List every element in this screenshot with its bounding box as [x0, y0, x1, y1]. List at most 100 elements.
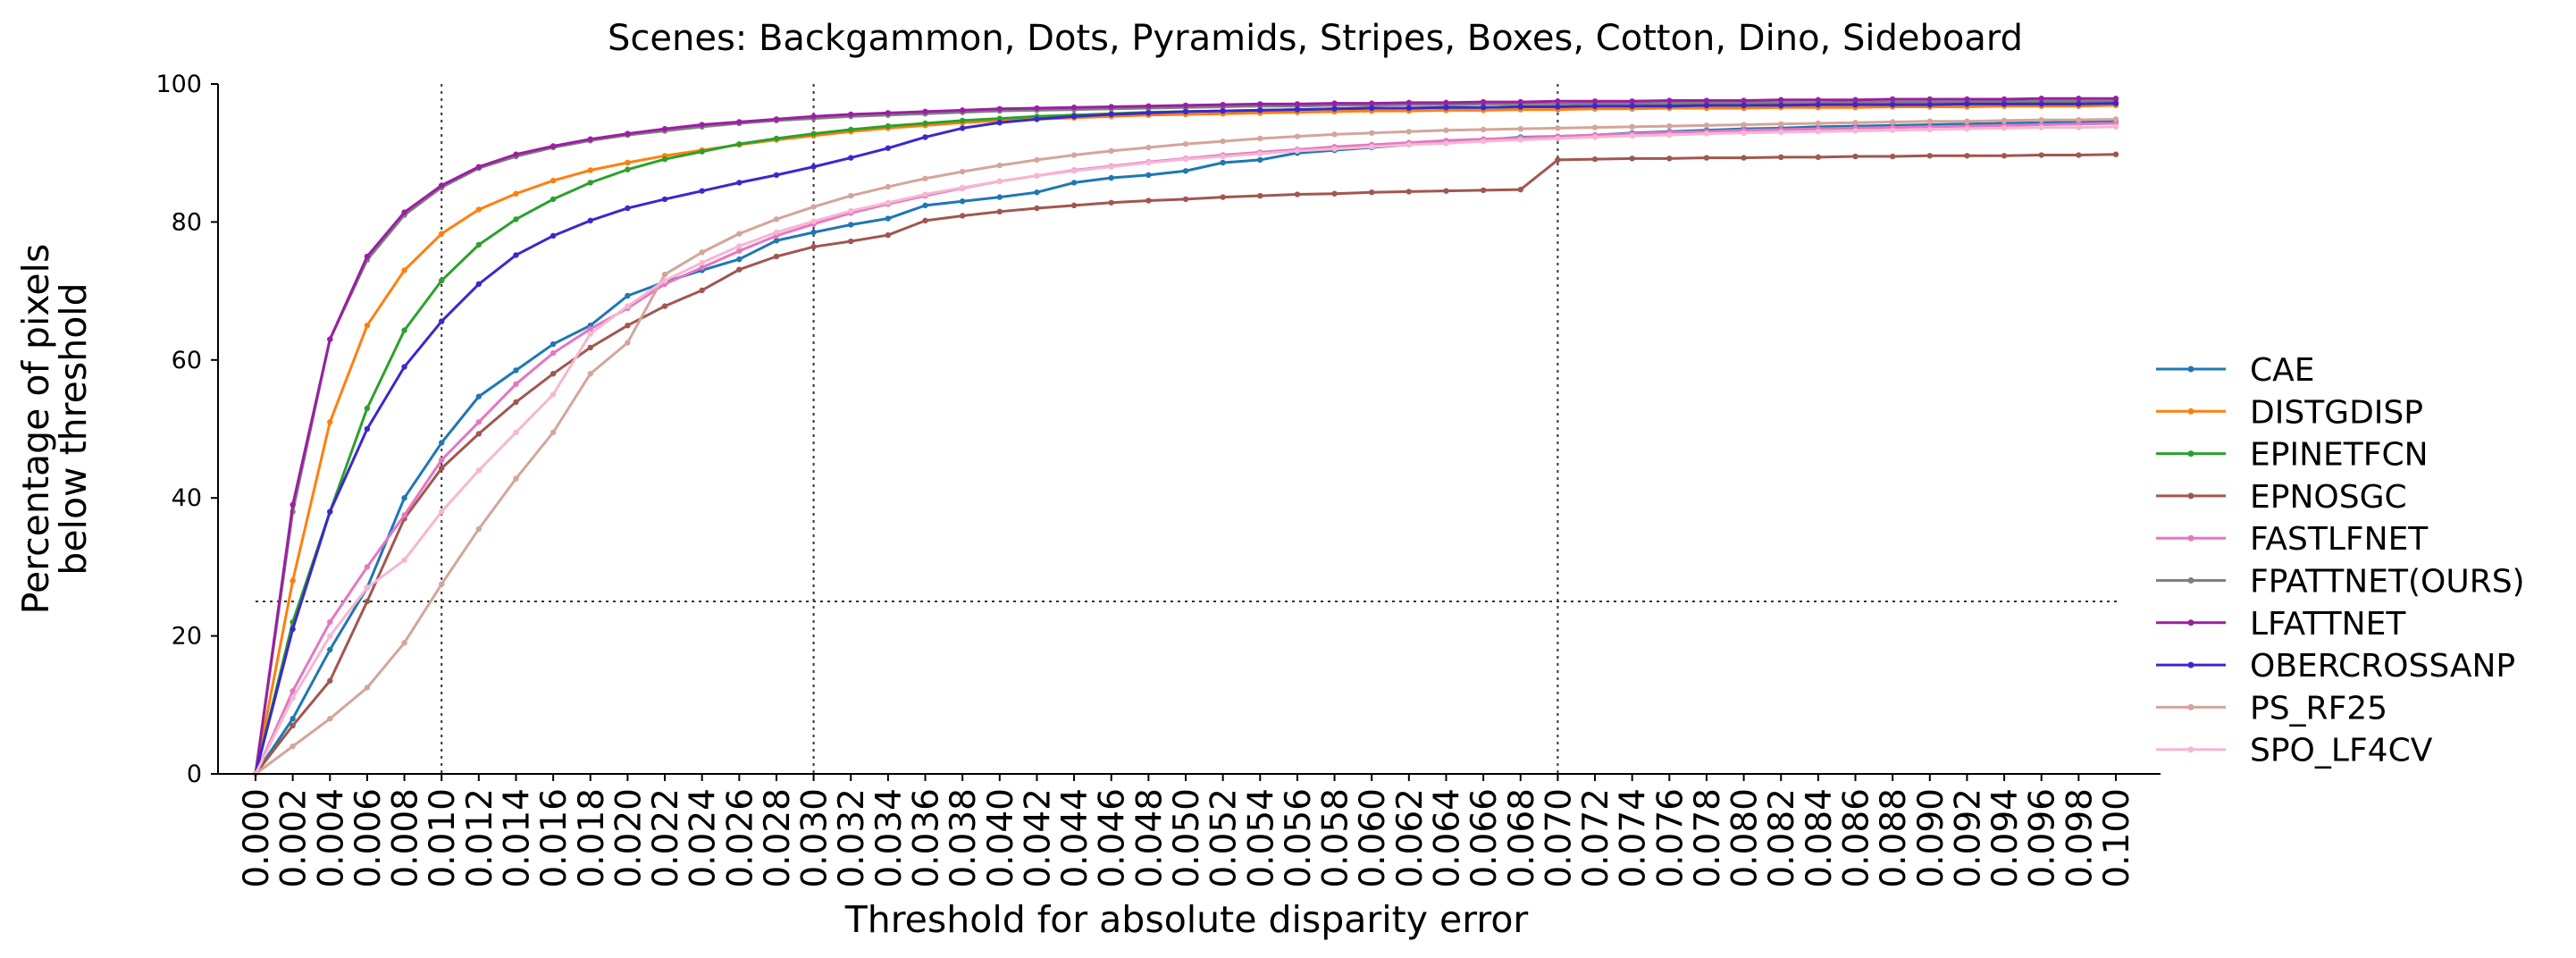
x-tick-label: 0.094 [1985, 788, 2026, 888]
data-point-epnosgc [289, 722, 296, 729]
series-distgdisp [252, 102, 2119, 777]
data-point-obercrossanp [810, 164, 817, 170]
data-point-lfattnet [1257, 101, 1263, 107]
data-point-ps-rf25 [550, 429, 557, 436]
data-point-epnosgc [2038, 152, 2044, 158]
data-point-obercrossanp [1629, 103, 1635, 109]
data-point-epnosgc [2076, 152, 2082, 158]
data-point-epnosgc [1815, 154, 1822, 161]
data-point-spo-lf4cv [1108, 164, 1114, 170]
legend-marker [2187, 492, 2194, 500]
data-point-obercrossanp [1294, 106, 1301, 113]
data-point-lfattnet [1555, 98, 1561, 105]
data-point-epnosgc [773, 253, 780, 260]
data-point-obercrossanp [625, 205, 631, 212]
x-tick-label: 0.060 [1353, 788, 1393, 888]
data-point-epinetfcn [736, 140, 743, 147]
legend-label: EPINETFCN [2250, 437, 2429, 474]
data-point-spo-lf4cv [1703, 130, 1710, 137]
data-point-epnosgc [1443, 188, 1449, 194]
data-point-obercrossanp [1555, 104, 1561, 110]
data-point-epinetfcn [996, 115, 1003, 122]
data-point-ps-rf25 [1331, 131, 1338, 138]
data-point-lfattnet [2001, 96, 2008, 103]
series-line-ps-rf25 [255, 117, 2117, 776]
x-tick-label: 0.082 [1762, 788, 1802, 888]
data-point-spo-lf4cv [1517, 137, 1523, 143]
data-point-spo-lf4cv [1778, 129, 1784, 136]
data-point-obercrossanp [439, 318, 445, 324]
legend-label: CAE [2250, 352, 2315, 389]
data-point-obercrossanp [1070, 113, 1078, 120]
data-point-obercrossanp [1591, 103, 1598, 109]
data-point-lfattnet [1034, 105, 1040, 112]
data-point-ps-rf25 [1405, 129, 1413, 135]
x-tick-label: 0.020 [608, 788, 649, 888]
data-point-obercrossanp [1889, 101, 1896, 108]
y-axis-label-line-1: Percentage of pixels [14, 244, 57, 615]
x-tick-label: 0.012 [460, 788, 500, 888]
y-axis-ticks: 0 20 40 60 80 100 [155, 71, 218, 788]
x-tick-label: 0.024 [684, 788, 724, 888]
data-point-epinetfcn [513, 216, 519, 223]
data-point-spo-lf4cv [1480, 138, 1487, 145]
data-point-ps-rf25 [922, 175, 928, 181]
data-point-epinetfcn [587, 180, 593, 186]
data-point-ps-rf25 [364, 685, 371, 691]
data-point-epnosgc [1666, 155, 1673, 162]
legend-label: SPO_LF4CV [2250, 733, 2433, 769]
data-point-ps-rf25 [1964, 118, 1970, 124]
data-point-epinetfcn [848, 126, 854, 133]
legend-label: EPNOSGC [2250, 479, 2407, 516]
data-point-epnosgc [364, 598, 371, 605]
data-point-spo-lf4cv [327, 633, 333, 639]
legend-item: OBERCROSSANP [2156, 648, 2515, 685]
data-point-epnosgc [1555, 156, 1561, 164]
data-point-ps-rf25 [587, 371, 593, 377]
data-point-ps-rf25 [699, 249, 705, 256]
x-tick-label: 0.032 [832, 788, 872, 888]
data-point-lfattnet [661, 125, 668, 132]
legend-label: FASTLFNET [2250, 521, 2429, 558]
data-point-spo-lf4cv [922, 191, 928, 197]
x-tick-label: 0.056 [1279, 788, 1319, 888]
data-point-epnosgc [699, 287, 705, 294]
legend-label: OBERCROSSANP [2250, 648, 2515, 685]
y-tick-label: 80 [172, 208, 202, 236]
data-point-ps-rf25 [736, 231, 743, 237]
data-point-epnosgc [1294, 191, 1301, 197]
legend: CAE DISTGDISP EPINETFCN EPNOSGC FASTLFNET FPA… [2156, 352, 2525, 769]
legend-label: FPATTNET(OURS) [2250, 564, 2525, 601]
data-point-epinetfcn [922, 120, 928, 127]
data-point-epnosgc [1629, 155, 1635, 162]
x-tick-label: 0.014 [497, 788, 537, 888]
reference-lines [256, 84, 2121, 774]
data-point-spo-lf4cv [1331, 146, 1338, 152]
data-point-cae [1034, 189, 1040, 196]
x-tick-label: 0.080 [1725, 788, 1766, 888]
legend-marker [2187, 661, 2194, 668]
data-point-spo-lf4cv [699, 259, 705, 266]
data-point-epinetfcn [550, 196, 557, 203]
data-point-lfattnet [1741, 97, 1747, 104]
data-point-lfattnet [1443, 99, 1449, 106]
data-point-spo-lf4cv [1369, 144, 1375, 150]
data-point-obercrossanp [885, 145, 892, 151]
data-point-ps-rf25 [810, 204, 817, 210]
data-point-ps-rf25 [1480, 126, 1487, 133]
data-point-obercrossanp [736, 180, 743, 186]
data-point-spo-lf4cv [401, 557, 407, 563]
legend-marker [2187, 619, 2194, 626]
x-tick-label: 0.018 [572, 788, 612, 888]
data-point-obercrossanp [2038, 101, 2044, 107]
data-point-ps-rf25 [1145, 144, 1152, 151]
x-tick-label: 0.030 [795, 788, 835, 888]
data-point-spo-lf4cv [364, 584, 371, 591]
data-point-obercrossanp [1703, 102, 1710, 109]
data-point-spo-lf4cv [2112, 123, 2119, 130]
data-point-lfattnet [1108, 104, 1114, 110]
x-tick-label: 0.000 [237, 788, 277, 888]
data-point-epnosgc [1108, 199, 1114, 206]
data-point-distgdisp [513, 190, 519, 197]
x-tick-label: 0.100 [2097, 788, 2137, 888]
